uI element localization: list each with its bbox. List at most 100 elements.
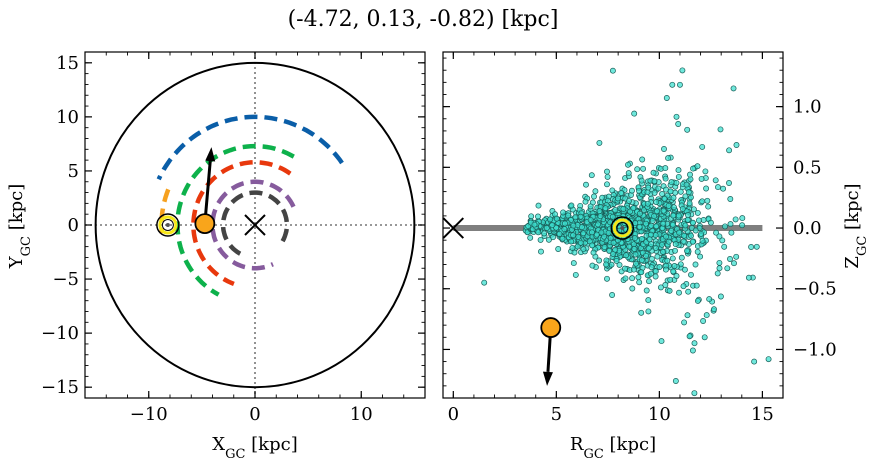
star-point <box>643 287 650 294</box>
star-point <box>694 209 701 216</box>
star-point <box>550 234 556 241</box>
star-point <box>648 222 655 229</box>
star-scatter <box>481 67 772 397</box>
star-point <box>541 230 548 237</box>
star-point <box>638 309 645 316</box>
star-point <box>622 275 629 282</box>
star-point <box>662 266 669 273</box>
star-point <box>661 195 668 202</box>
figure-title: (-4.72, 0.13, -0.82) [kpc] <box>288 7 559 32</box>
star-point <box>751 358 758 365</box>
star-point <box>656 264 663 270</box>
star-point <box>646 278 652 285</box>
star-point <box>670 212 677 219</box>
star-point <box>668 227 675 234</box>
star-point <box>531 221 538 228</box>
star-point <box>713 229 720 236</box>
left-y-axis-label: YGC [kpc] <box>6 184 34 270</box>
rz-galactic-center-marker <box>442 217 465 239</box>
star-point <box>665 155 672 162</box>
star-point <box>731 260 737 267</box>
star-point <box>697 253 704 260</box>
star-point <box>730 85 737 92</box>
star-point <box>716 259 723 266</box>
star-point <box>604 181 610 188</box>
star-point <box>578 224 585 231</box>
left-y-tick-label: 10 <box>56 107 79 128</box>
left-x-tick-label: −10 <box>130 404 168 425</box>
star-point <box>570 260 577 267</box>
star-point <box>694 297 701 304</box>
star-point <box>714 270 721 277</box>
star-point <box>589 242 596 249</box>
star-point <box>665 238 672 245</box>
right-y-tick-label: 0.5 <box>793 157 822 178</box>
star-point <box>665 202 672 209</box>
star-point <box>662 282 669 288</box>
star-point <box>653 223 660 230</box>
star-point <box>678 254 685 261</box>
star-point <box>728 229 735 236</box>
star-point <box>658 338 665 345</box>
star-point <box>669 221 676 228</box>
star-point <box>625 161 631 168</box>
star-point <box>703 312 710 319</box>
star-point <box>698 175 705 182</box>
star-point <box>670 268 677 275</box>
star-point <box>538 248 544 255</box>
star-point <box>692 227 699 234</box>
star-point <box>602 205 609 212</box>
spiral-arm-5 <box>159 188 171 234</box>
right-y-tick-label: 1.0 <box>793 97 822 118</box>
star-point <box>671 263 678 269</box>
star-point <box>635 274 642 281</box>
star-point <box>694 248 701 255</box>
star-point <box>604 275 610 282</box>
star-point <box>653 199 660 205</box>
star-point <box>680 283 687 290</box>
star-point <box>552 211 558 218</box>
star-point <box>657 284 664 291</box>
right-x-tick-label: 0 <box>448 404 459 425</box>
star-point <box>655 185 662 192</box>
star-point <box>673 113 680 120</box>
star-point <box>652 245 659 251</box>
star-point <box>613 257 620 264</box>
star-point <box>582 198 589 205</box>
sun-marker <box>156 213 180 237</box>
star-point <box>595 221 601 228</box>
left-x-axis-label: XGC [kpc] <box>212 434 297 462</box>
left-y-tick-label: 0 <box>68 215 79 236</box>
star-point <box>663 233 669 240</box>
star-point <box>688 271 694 278</box>
star-point <box>615 195 621 202</box>
star-point <box>691 390 698 397</box>
star-point <box>691 340 698 347</box>
star-point <box>661 146 667 152</box>
star-point <box>673 273 680 279</box>
star-point <box>662 175 669 182</box>
velocity-arrow <box>203 160 212 224</box>
rz-object-marker <box>540 317 562 338</box>
star-point <box>609 213 616 220</box>
star-point <box>727 221 734 228</box>
star-point <box>545 236 552 243</box>
star-point <box>660 207 667 214</box>
star-point <box>598 229 605 236</box>
star-point <box>543 225 550 231</box>
star-point <box>666 287 673 294</box>
star-point <box>561 226 568 233</box>
star-point <box>616 261 623 268</box>
star-point <box>724 265 731 272</box>
star-point <box>667 276 674 283</box>
left-panel-xy: −10 0 10 −15 −10 −5 0 5 10 15 XGC [kpc] YGC [kpc] <box>6 51 426 462</box>
star-point <box>668 179 675 186</box>
star-point <box>636 279 643 286</box>
star-point <box>733 142 740 148</box>
star-point <box>684 126 691 133</box>
star-point <box>707 219 714 226</box>
star-point <box>604 168 610 175</box>
sun-marker <box>161 219 174 231</box>
star-point <box>604 173 611 180</box>
star-point <box>621 265 628 272</box>
